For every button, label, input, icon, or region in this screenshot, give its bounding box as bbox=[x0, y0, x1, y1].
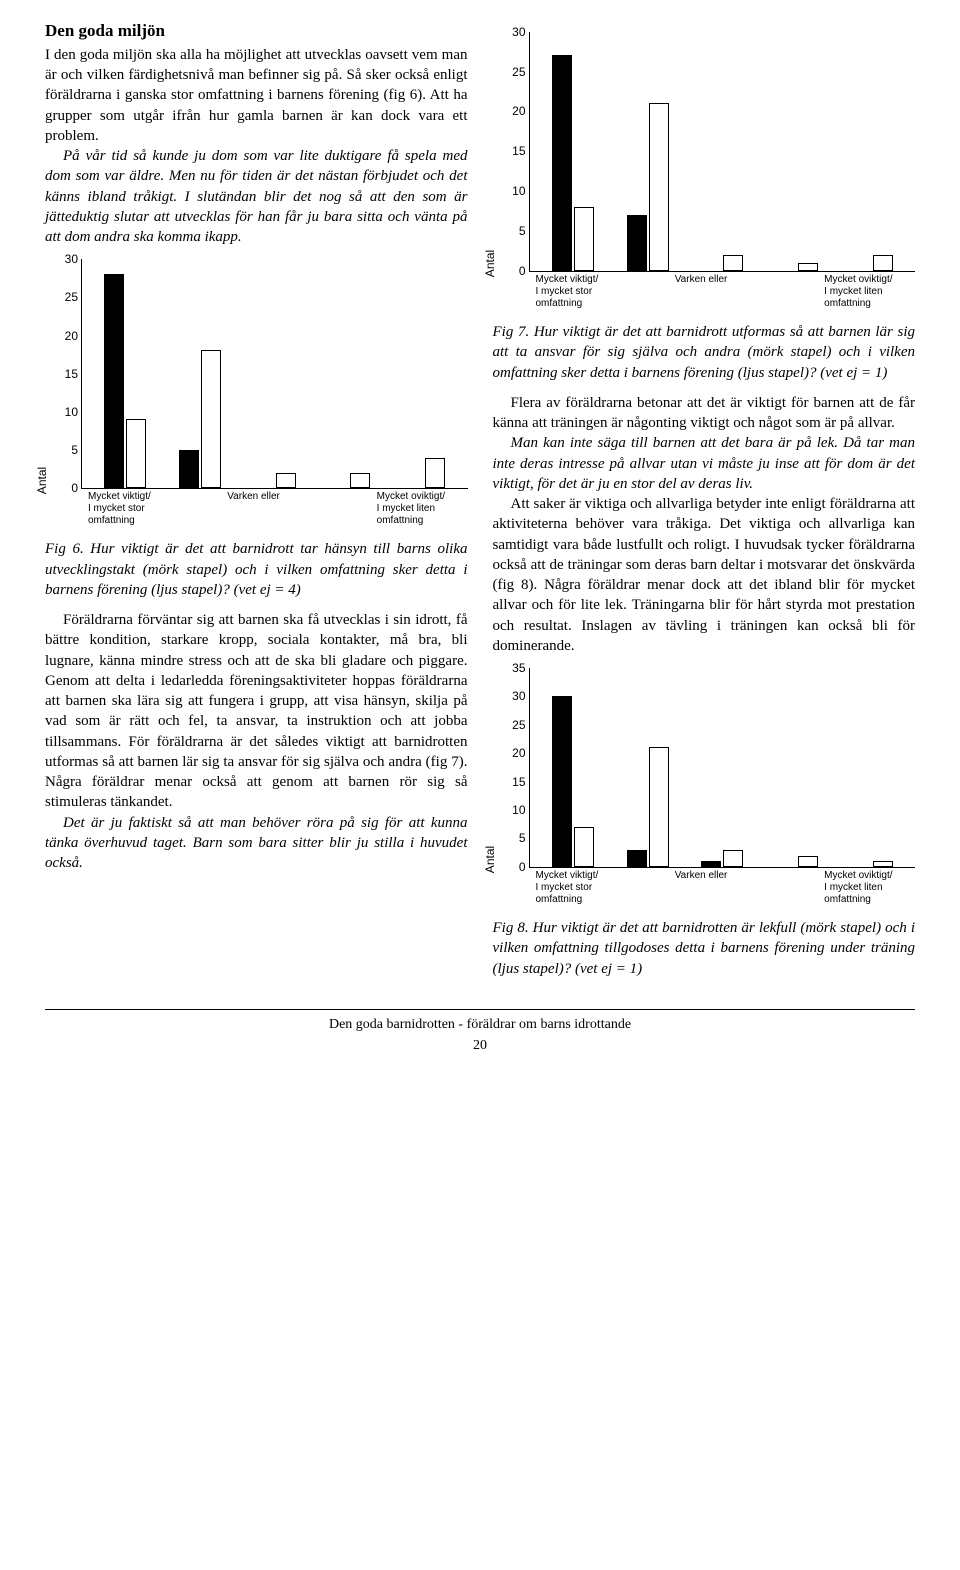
bar-group: Mycket oviktigt/I mycket litenomfattning bbox=[834, 255, 909, 271]
x-tick-label: Varken eller bbox=[227, 488, 322, 503]
bar-light bbox=[276, 473, 296, 488]
bar-group bbox=[760, 856, 835, 867]
bar-light bbox=[350, 473, 370, 488]
x-tick-label: Mycket viktigt/I mycket storomfattning bbox=[88, 488, 183, 527]
y-tick: 35 bbox=[504, 660, 526, 676]
y-tick: 30 bbox=[504, 688, 526, 704]
body-quote: På vår tid så kunde ju dom som var lite … bbox=[45, 146, 468, 247]
bar-group: Mycket viktigt/I mycket storomfattning bbox=[536, 55, 611, 271]
y-tick: 20 bbox=[504, 745, 526, 761]
bar-group: Mycket oviktigt/I mycket litenomfattning bbox=[834, 861, 909, 867]
body-quote: Man kan inte säga till barnen att det ba… bbox=[493, 433, 916, 494]
bar-group: Varken eller bbox=[685, 850, 760, 867]
bar-dark bbox=[627, 215, 647, 271]
bar-light bbox=[649, 103, 669, 271]
y-tick: 0 bbox=[504, 859, 526, 875]
footer-title: Den goda barnidrotten - föräldrar om bar… bbox=[45, 1016, 915, 1035]
bar-light bbox=[649, 747, 669, 867]
footer-page-number: 20 bbox=[45, 1037, 915, 1056]
fig8-caption: Fig 8. Hur viktigt är det att barnidrott… bbox=[493, 918, 916, 979]
y-tick: 25 bbox=[56, 290, 78, 306]
bar-light bbox=[798, 263, 818, 271]
y-tick: 0 bbox=[504, 263, 526, 279]
bar-group: Mycket viktigt/I mycket storomfattning bbox=[536, 696, 611, 867]
x-tick-label: Mycket oviktigt/I mycket litenomfattning bbox=[824, 271, 919, 310]
x-tick-label: Mycket viktigt/I mycket storomfattning bbox=[536, 271, 631, 310]
bar-light bbox=[574, 207, 594, 271]
fig6-chart: Antal051015202530Mycket viktigt/I mycket… bbox=[45, 259, 468, 489]
bar-light bbox=[798, 856, 818, 867]
bar-dark bbox=[179, 450, 199, 488]
body-paragraph: Att saker är viktiga och allvarliga bety… bbox=[493, 494, 916, 656]
y-tick: 25 bbox=[504, 717, 526, 733]
fig7-chart: Antal051015202530Mycket viktigt/I mycket… bbox=[493, 32, 916, 272]
fig8-chart: Antal05101520253035Mycket viktigt/I myck… bbox=[493, 668, 916, 868]
bar-group bbox=[610, 103, 685, 271]
y-tick: 15 bbox=[56, 366, 78, 382]
body-paragraph: Flera av föräldrarna betonar att det är … bbox=[493, 393, 916, 434]
bar-light bbox=[126, 419, 146, 488]
body-paragraph: Föräldrarna förväntar sig att barnen ska… bbox=[45, 610, 468, 813]
y-axis-label: Antal bbox=[481, 846, 497, 873]
y-tick: 10 bbox=[504, 183, 526, 199]
y-tick: 20 bbox=[504, 104, 526, 120]
y-tick: 5 bbox=[504, 223, 526, 239]
x-tick-label: Mycket oviktigt/I mycket litenomfattning bbox=[377, 488, 472, 527]
y-tick: 20 bbox=[56, 328, 78, 344]
y-tick: 5 bbox=[504, 830, 526, 846]
bar-group bbox=[163, 350, 238, 488]
x-tick-label: Mycket oviktigt/I mycket litenomfattning bbox=[824, 867, 919, 906]
y-tick: 15 bbox=[504, 774, 526, 790]
y-tick: 10 bbox=[56, 404, 78, 420]
two-column-layout: Den goda miljön I den goda miljön ska al… bbox=[45, 20, 915, 989]
bar-group: Mycket oviktigt/I mycket litenomfattning bbox=[387, 458, 462, 489]
bar-light bbox=[201, 350, 221, 488]
y-tick: 25 bbox=[504, 64, 526, 80]
y-tick: 5 bbox=[56, 442, 78, 458]
bar-light bbox=[425, 458, 445, 489]
bar-group bbox=[760, 263, 835, 271]
x-tick-label: Varken eller bbox=[675, 867, 770, 882]
bar-group: Mycket viktigt/I mycket storomfattning bbox=[88, 274, 163, 489]
section-heading: Den goda miljön bbox=[45, 20, 468, 43]
bar-light bbox=[574, 827, 594, 867]
bar-light bbox=[723, 850, 743, 867]
y-tick: 30 bbox=[56, 251, 78, 267]
y-axis-label: Antal bbox=[34, 467, 50, 494]
y-tick: 0 bbox=[56, 480, 78, 496]
fig7-caption: Fig 7. Hur viktigt är det att barnidrott… bbox=[493, 322, 916, 383]
y-tick: 15 bbox=[504, 143, 526, 159]
bar-light bbox=[723, 255, 743, 271]
body-paragraph: I den goda miljön ska alla ha möjlighet … bbox=[45, 45, 468, 146]
bar-light bbox=[873, 255, 893, 271]
bar-dark bbox=[104, 274, 124, 489]
right-column: Antal051015202530Mycket viktigt/I mycket… bbox=[493, 20, 916, 989]
left-column: Den goda miljön I den goda miljön ska al… bbox=[45, 20, 468, 989]
bar-dark bbox=[552, 55, 572, 271]
bar-group: Varken eller bbox=[237, 473, 312, 488]
bar-dark bbox=[552, 696, 572, 867]
page-footer: Den goda barnidrotten - föräldrar om bar… bbox=[45, 1009, 915, 1056]
x-tick-label: Varken eller bbox=[675, 271, 770, 286]
x-tick-label: Mycket viktigt/I mycket storomfattning bbox=[536, 867, 631, 906]
y-axis-label: Antal bbox=[481, 250, 497, 277]
y-tick: 30 bbox=[504, 24, 526, 40]
bar-group bbox=[610, 747, 685, 867]
bar-dark bbox=[627, 850, 647, 867]
y-tick: 10 bbox=[504, 802, 526, 818]
bar-group: Varken eller bbox=[685, 255, 760, 271]
body-quote: Det är ju faktiskt så att man behöver rö… bbox=[45, 813, 468, 874]
fig6-caption: Fig 6. Hur viktigt är det att barnidrott… bbox=[45, 539, 468, 600]
bar-group bbox=[312, 473, 387, 488]
